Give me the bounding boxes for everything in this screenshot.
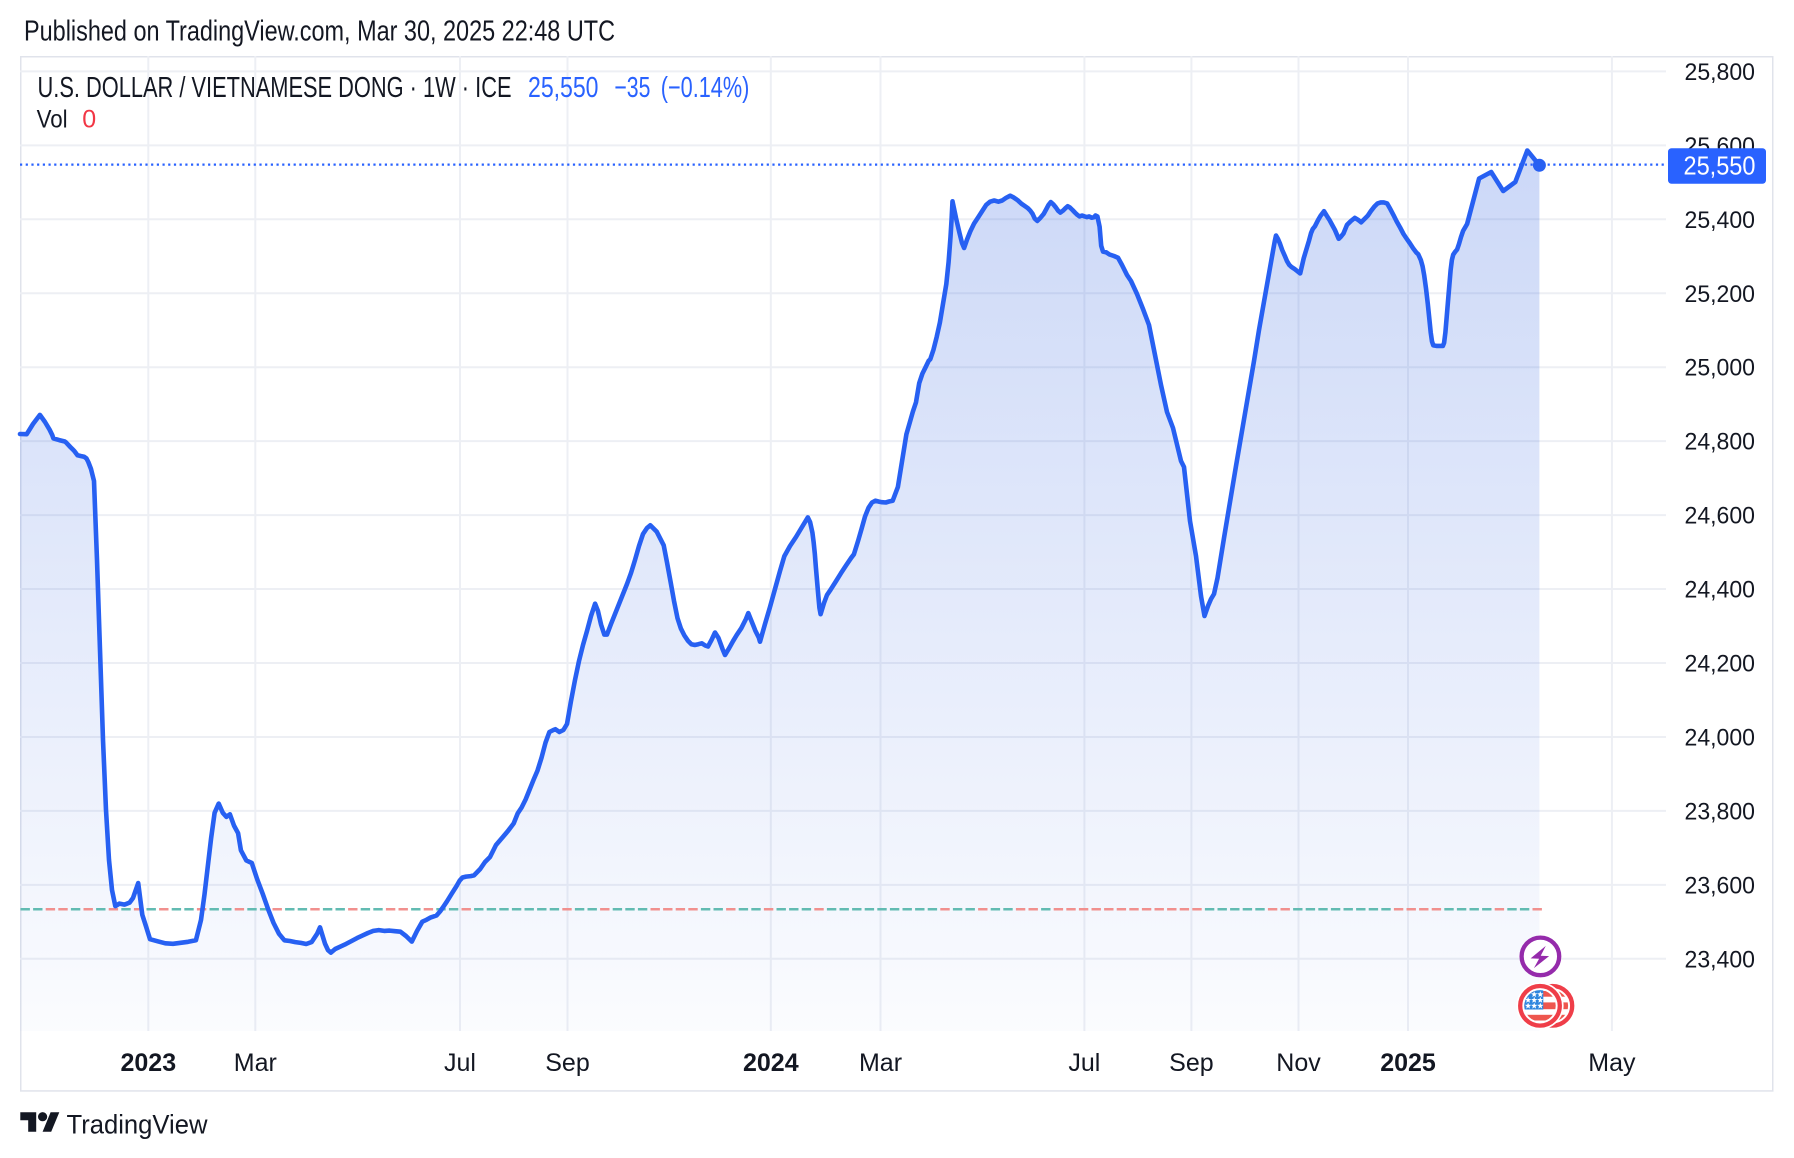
svg-text:(−0.14%): (−0.14%) [661,72,750,104]
svg-text:24,000: 24,000 [1685,725,1756,752]
svg-text:24,400: 24,400 [1685,577,1756,604]
svg-text:25,550: 25,550 [528,72,599,104]
svg-text:25,800: 25,800 [1685,59,1756,86]
svg-text:0: 0 [82,106,96,134]
svg-text:23,400: 23,400 [1685,946,1756,973]
svg-text:24,600: 24,600 [1685,503,1756,530]
svg-text:U.S. DOLLAR / VIETNAMESE DONG: U.S. DOLLAR / VIETNAMESE DONG · 1W · ICE [38,72,512,104]
svg-text:25,200: 25,200 [1685,281,1756,308]
svg-text:2024: 2024 [743,1049,799,1077]
svg-text:Sep: Sep [1169,1049,1213,1077]
svg-text:23,800: 23,800 [1685,798,1756,825]
svg-text:−35: −35 [614,72,650,104]
svg-text:Mar: Mar [234,1049,277,1077]
svg-text:23,600: 23,600 [1685,872,1756,899]
svg-text:25,400: 25,400 [1685,207,1756,234]
svg-text:24,200: 24,200 [1685,651,1756,678]
svg-text:Vol: Vol [37,106,68,134]
svg-text:May: May [1588,1049,1636,1077]
svg-text:TradingView: TradingView [67,1110,208,1140]
svg-text:24,800: 24,800 [1685,429,1756,456]
svg-text:Nov: Nov [1276,1049,1321,1077]
svg-text:25,550: 25,550 [1684,150,1756,180]
svg-text:2025: 2025 [1380,1049,1436,1077]
svg-text:25,000: 25,000 [1685,355,1756,382]
svg-text:Published on TradingView.com,: Published on TradingView.com, Mar 30, 20… [24,16,615,48]
svg-text:Mar: Mar [859,1049,902,1077]
svg-text:Sep: Sep [545,1049,589,1077]
svg-text:Jul: Jul [1068,1049,1100,1077]
svg-text:Jul: Jul [444,1049,476,1077]
svg-text:2023: 2023 [120,1049,176,1077]
